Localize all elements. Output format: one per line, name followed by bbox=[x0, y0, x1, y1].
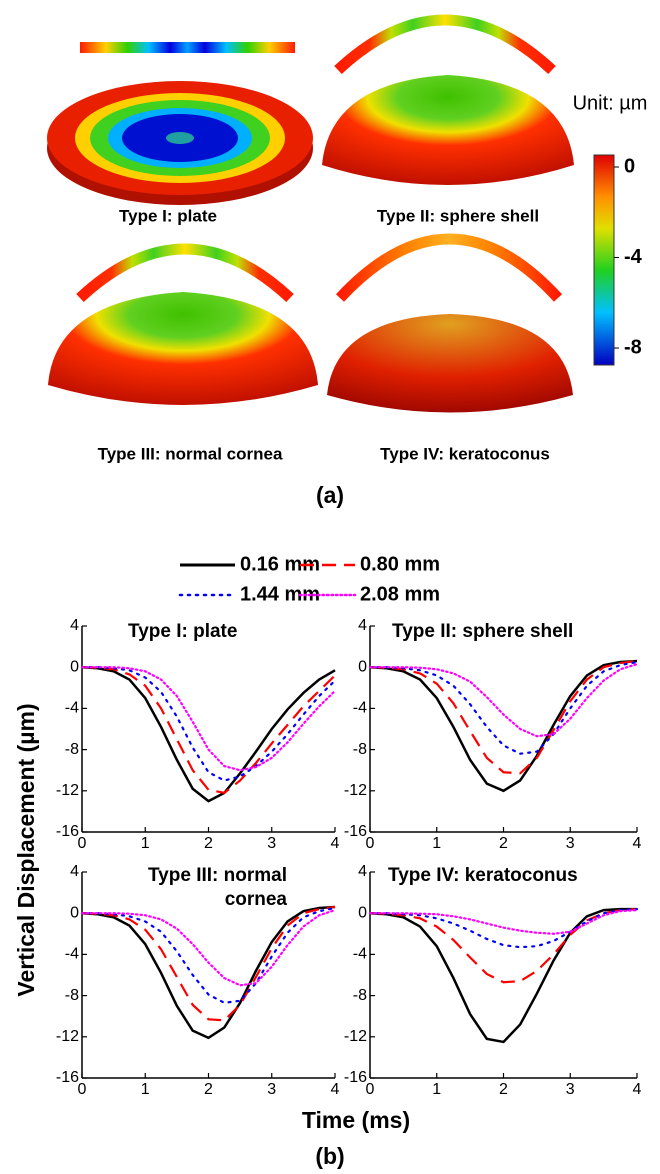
colorbar-tick-label: -8 bbox=[624, 336, 642, 358]
section-strip bbox=[80, 42, 295, 53]
y-tick-label: -4 bbox=[65, 700, 79, 717]
figure: Type I: plate Type II: sphere shell Type… bbox=[0, 0, 660, 1174]
legend-label: 2.08 mm bbox=[360, 583, 440, 605]
series-line bbox=[82, 667, 335, 801]
x-tick-label: 3 bbox=[566, 835, 575, 852]
sample-label: Type IV: keratoconus bbox=[380, 444, 550, 463]
legend-label: 0.80 mm bbox=[360, 553, 440, 575]
chart-title: Type I: plate bbox=[128, 620, 388, 644]
y-tick-label: -12 bbox=[56, 1028, 79, 1045]
x-tick-label: 4 bbox=[633, 835, 642, 852]
colorbar bbox=[594, 155, 614, 365]
dome bbox=[327, 314, 573, 413]
y-tick-label: -4 bbox=[353, 700, 367, 717]
sample-label: Type II: sphere shell bbox=[377, 206, 539, 225]
x-tick-label: 0 bbox=[78, 1081, 87, 1098]
y-tick-label: 0 bbox=[70, 904, 79, 921]
x-tick-label: 2 bbox=[204, 1081, 213, 1098]
y-tick-label: 4 bbox=[70, 617, 79, 634]
series-line bbox=[82, 667, 335, 780]
series-line bbox=[82, 667, 335, 793]
series-line bbox=[82, 667, 335, 770]
colorbar-title: Unit: µm bbox=[573, 92, 648, 114]
section-arc bbox=[80, 249, 290, 298]
y-tick-label: -8 bbox=[353, 987, 367, 1004]
x-tick-label: 0 bbox=[78, 835, 87, 852]
chart-title: Type IV: keratoconus bbox=[388, 864, 660, 888]
y-tick-label: -8 bbox=[65, 987, 79, 1004]
x-tick-label: 1 bbox=[432, 1081, 441, 1098]
section-arc bbox=[340, 239, 558, 298]
y-tick-label: -16 bbox=[56, 823, 79, 840]
y-tick-label: -4 bbox=[353, 946, 367, 963]
sample-label: Type III: normal cornea bbox=[98, 444, 283, 463]
series-line bbox=[370, 909, 637, 1042]
x-tick-label: 3 bbox=[267, 1081, 276, 1098]
y-tick-label: -12 bbox=[56, 782, 79, 799]
sample-label: Type I: plate bbox=[119, 206, 217, 225]
x-axis-label: Time (ms) bbox=[302, 1107, 410, 1133]
y-tick-label: -12 bbox=[344, 1028, 367, 1045]
y-tick-label: 0 bbox=[358, 904, 367, 921]
x-tick-label: 4 bbox=[331, 835, 340, 852]
x-tick-label: 1 bbox=[141, 1081, 150, 1098]
panel-label: (a) bbox=[316, 482, 344, 508]
colorbar-tick-label: 0 bbox=[624, 155, 635, 177]
panel-label: (b) bbox=[315, 1143, 344, 1169]
y-tick-label: -8 bbox=[353, 741, 367, 758]
y-tick-label: -16 bbox=[56, 1069, 79, 1086]
x-tick-label: 2 bbox=[499, 1081, 508, 1098]
x-tick-label: 1 bbox=[432, 835, 441, 852]
x-tick-label: 3 bbox=[566, 1081, 575, 1098]
x-tick-label: 0 bbox=[366, 835, 375, 852]
series-line bbox=[82, 908, 335, 1003]
y-tick-label: -4 bbox=[65, 946, 79, 963]
y-axis-label: Vertical Displacement (µm) bbox=[13, 703, 39, 996]
chart-title: Type III: normal cornea bbox=[92, 864, 287, 912]
dome bbox=[322, 75, 574, 185]
y-tick-label: -12 bbox=[344, 782, 367, 799]
y-tick-label: 4 bbox=[358, 863, 367, 880]
x-tick-label: 4 bbox=[331, 1081, 340, 1098]
y-tick-label: 0 bbox=[70, 658, 79, 675]
x-tick-label: 2 bbox=[499, 835, 508, 852]
y-tick-label: -16 bbox=[344, 823, 367, 840]
y-tick-label: -8 bbox=[65, 741, 79, 758]
y-tick-label: -16 bbox=[344, 1069, 367, 1086]
x-tick-label: 1 bbox=[141, 835, 150, 852]
section-arc bbox=[338, 20, 552, 70]
y-tick-label: 0 bbox=[358, 658, 367, 675]
y-tick-label: 4 bbox=[70, 863, 79, 880]
x-tick-label: 4 bbox=[633, 1081, 642, 1098]
x-tick-label: 0 bbox=[366, 1081, 375, 1098]
chart-title: Type II: sphere shell bbox=[392, 620, 657, 644]
x-tick-label: 2 bbox=[204, 835, 213, 852]
colorbar-tick-label: -4 bbox=[624, 246, 643, 268]
x-tick-label: 3 bbox=[267, 835, 276, 852]
ring bbox=[166, 132, 194, 144]
dome bbox=[48, 292, 318, 405]
page: Type I: plate Type II: sphere shell Type… bbox=[0, 0, 660, 1174]
